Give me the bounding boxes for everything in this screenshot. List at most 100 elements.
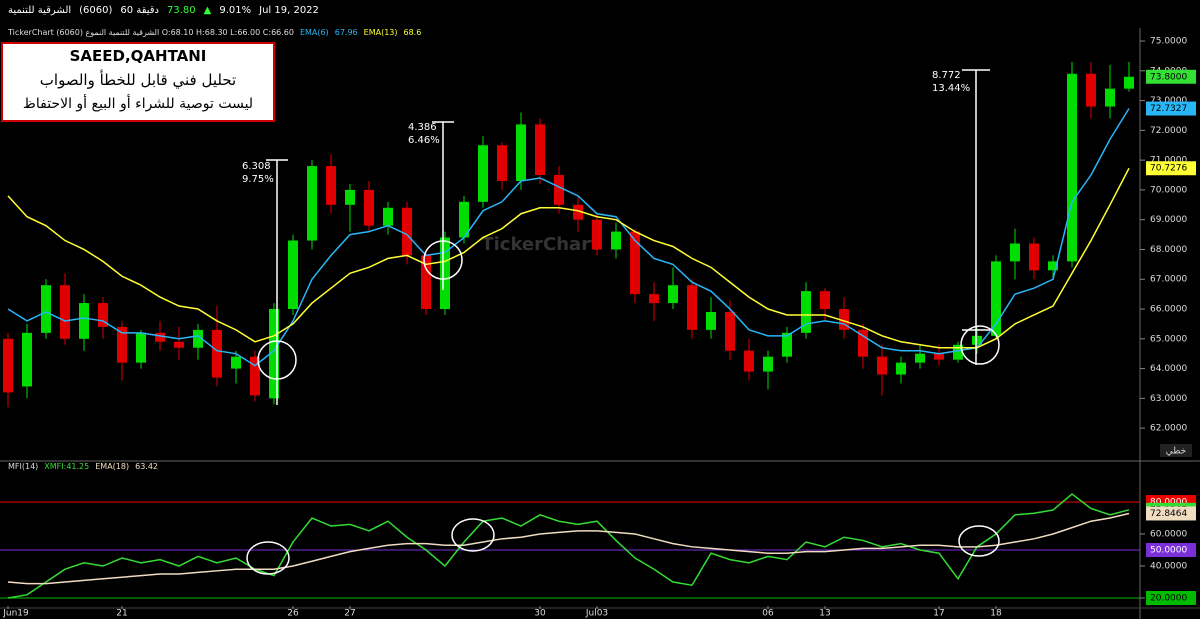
candle-body — [991, 261, 1001, 336]
legend-name: EMA(18) — [95, 462, 130, 471]
candle-body — [440, 237, 450, 310]
mfi-legend: MFI(14) XMFI:41.25 EMA(18) 63.42 — [8, 462, 164, 471]
candle-body — [269, 309, 279, 399]
highlight-circle — [423, 240, 463, 280]
value-tag-label: 70.7276 — [1150, 164, 1187, 174]
candle-body — [459, 201, 469, 238]
info-line: TickerChart الشرقية للتنمية النموع (6060… — [8, 28, 427, 37]
value-tag — [1146, 591, 1196, 606]
ohlc-info: TickerChart الشرقية للتنمية النموع (6060… — [8, 28, 294, 37]
highlight-circle — [246, 541, 290, 575]
x-tick-label: 17 — [933, 609, 944, 619]
scale-label: خطي — [1166, 447, 1186, 457]
y-tick-label: 60.0000 — [1150, 530, 1187, 540]
candle-body — [174, 341, 184, 348]
measure-value: 6.308 — [242, 161, 271, 172]
note-box: SAEED,QAHTANI تحليل فني قابل للخطأ والصو… — [1, 42, 275, 122]
last-price: 73.80 — [167, 5, 196, 16]
candle-body — [22, 332, 32, 387]
legend-name: XMFI:41.25 — [44, 462, 90, 471]
candle-body — [706, 312, 716, 330]
candle-body — [668, 285, 678, 304]
value-tag — [1146, 101, 1196, 116]
y-tick-label: 72.0000 — [1150, 126, 1187, 136]
candle-body — [193, 329, 203, 348]
y-tick-label: 65.0000 — [1150, 334, 1187, 344]
candle-body — [402, 207, 412, 256]
value-tag — [1146, 69, 1196, 84]
note-line: تحليل فني قابل للخطأ والصواب — [39, 71, 237, 89]
candle-body — [1124, 76, 1134, 89]
scale-box — [1160, 444, 1192, 457]
candle-body — [725, 312, 735, 351]
candle-body — [915, 353, 925, 363]
header: الشرقية للتنمية (6060) 60 دقيقة 73.80 ▲ 9.01%… — [8, 5, 327, 16]
candle-body — [516, 124, 526, 181]
highlight-circle — [451, 518, 495, 552]
candle-body — [288, 240, 298, 310]
candle-body — [212, 329, 222, 378]
x-tick-label: Jun19 — [2, 609, 29, 619]
series-line — [7, 512, 1130, 585]
candle-body — [1029, 243, 1039, 271]
y-tick-label: 66.0000 — [1150, 305, 1187, 315]
candle-body — [1010, 243, 1020, 262]
candle-body — [573, 204, 583, 220]
candle-body — [934, 353, 944, 360]
candle-body — [820, 291, 830, 310]
symbol-code: (6060) — [79, 5, 113, 16]
legend-value: 67.96 — [334, 28, 358, 37]
value-tag — [1146, 543, 1196, 558]
candle-body — [3, 338, 13, 393]
candle-body — [364, 189, 374, 226]
candle-body — [592, 219, 602, 250]
date: Jul 19, 2022 — [259, 5, 319, 16]
candle-body — [250, 356, 260, 396]
value-tag-label: 73.8000 — [1150, 72, 1187, 82]
highlight-circle — [960, 325, 1000, 365]
candle-body — [649, 294, 659, 304]
measure-percent: 13.44% — [932, 83, 971, 94]
y-tick-label: 67.0000 — [1150, 275, 1187, 285]
legend-name: EMA(6) — [299, 28, 329, 37]
x-tick-label: 13 — [819, 609, 830, 619]
candle-body — [801, 291, 811, 333]
measure-label: 8.772 13.44% — [932, 69, 970, 95]
measure-percent: 6.46% — [408, 135, 440, 146]
candle-body — [231, 356, 241, 369]
pane-title: MFI(14) — [8, 462, 39, 471]
value-tag-label: 50.0000 — [1150, 546, 1187, 556]
x-tick-label: 06 — [762, 609, 774, 619]
x-tick-label: 30 — [534, 609, 546, 619]
y-tick-label: 75.0000 — [1150, 37, 1187, 47]
candle-body — [383, 207, 393, 226]
candle-body — [877, 356, 887, 375]
value-tag-label: 80.0000 — [1150, 498, 1187, 508]
candle-body — [763, 356, 773, 372]
highlight-circle — [257, 340, 297, 380]
value-tag — [1146, 161, 1196, 176]
value-tag — [1146, 506, 1196, 521]
y-tick-label: 71.0000 — [1150, 156, 1187, 166]
up-arrow: ▲ — [203, 5, 212, 16]
candle-body — [744, 350, 754, 372]
annotations — [246, 69, 1000, 575]
change: 9.01% — [219, 5, 252, 16]
candle-body — [345, 189, 355, 205]
candle-body — [497, 145, 507, 181]
series-line — [7, 167, 1130, 349]
legend-name: EMA(13) — [363, 28, 398, 37]
candle-body — [535, 124, 545, 176]
note-author: SAEED,QAHTANI — [69, 47, 207, 65]
candle-body — [79, 303, 89, 339]
y-tick-label: 68.0000 — [1150, 245, 1187, 255]
candle-body — [972, 335, 982, 345]
candle-body — [60, 285, 70, 339]
measure-value: 4.386 — [408, 122, 437, 133]
note-line: ليست توصية للشراء أو البيع أو الاحتفاظ — [22, 96, 254, 112]
candle-body — [1067, 73, 1077, 262]
measure-label: 4.386 6.46% — [408, 121, 440, 147]
candle-body — [117, 326, 127, 363]
